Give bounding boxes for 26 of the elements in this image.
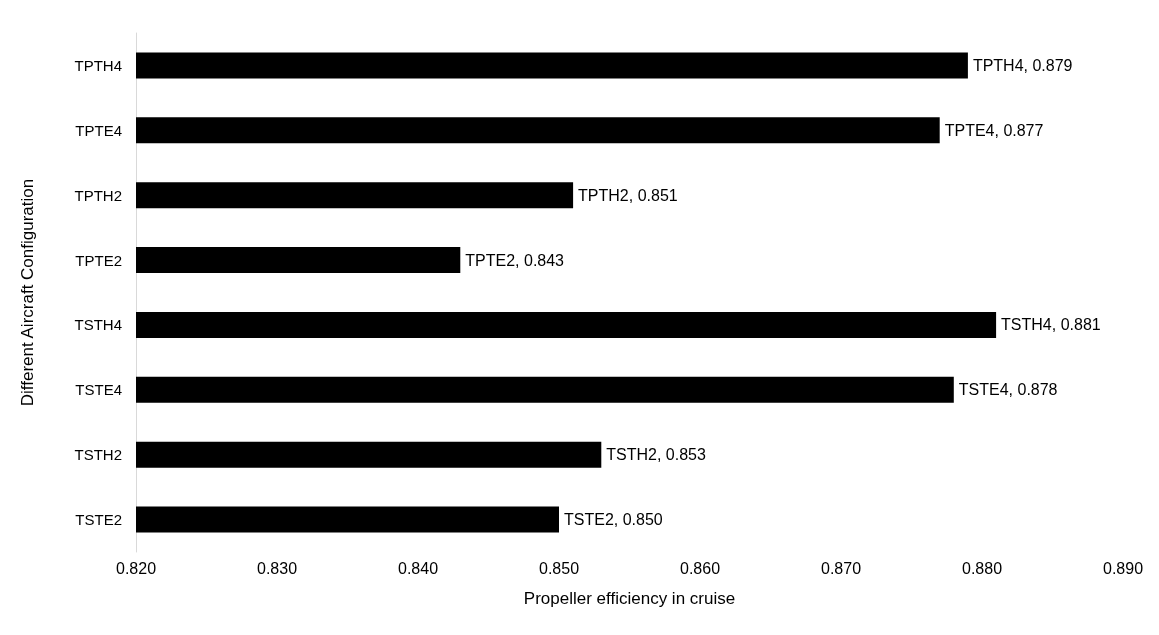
data-label: TSTE4, 0.878 <box>958 381 1058 399</box>
x-tick-label: 0.850 <box>538 559 580 577</box>
x-tick-label: 0.820 <box>115 559 157 577</box>
data-label: TPTE4, 0.877 <box>944 121 1044 139</box>
x-axis-title: Propeller efficiency in cruise <box>523 589 736 608</box>
y-tick-label: TSTE4 <box>75 381 122 399</box>
x-tick-label: 0.890 <box>1102 559 1144 577</box>
x-tick-label: 0.840 <box>397 559 439 577</box>
y-tick-label: TSTH2 <box>74 446 122 464</box>
data-label: TPTH4, 0.879 <box>972 56 1073 74</box>
data-label: TSTH4, 0.881 <box>1001 316 1101 334</box>
x-tick-label: 0.870 <box>820 559 862 577</box>
data-label: TPTH2, 0.851 <box>578 186 678 204</box>
x-tick-label: 0.880 <box>961 559 1003 577</box>
y-tick-label: TPTH4 <box>74 56 122 74</box>
y-tick-label: TPTE4 <box>75 121 122 139</box>
y-tick-label: TSTH4 <box>74 316 122 334</box>
x-tick-label: 0.860 <box>679 559 721 577</box>
y-axis-title: Different Aircraft Configuration <box>18 178 37 407</box>
y-tick-label: TSTE2 <box>75 511 122 529</box>
data-label: TSTH2, 0.853 <box>606 446 706 464</box>
x-tick-label: 0.830 <box>256 559 298 577</box>
y-tick-label: TPTH2 <box>74 186 122 204</box>
data-label: TPTE2, 0.843 <box>465 251 565 269</box>
data-label: TSTE2, 0.850 <box>564 511 663 529</box>
y-tick-label: TPTE2 <box>75 251 122 269</box>
